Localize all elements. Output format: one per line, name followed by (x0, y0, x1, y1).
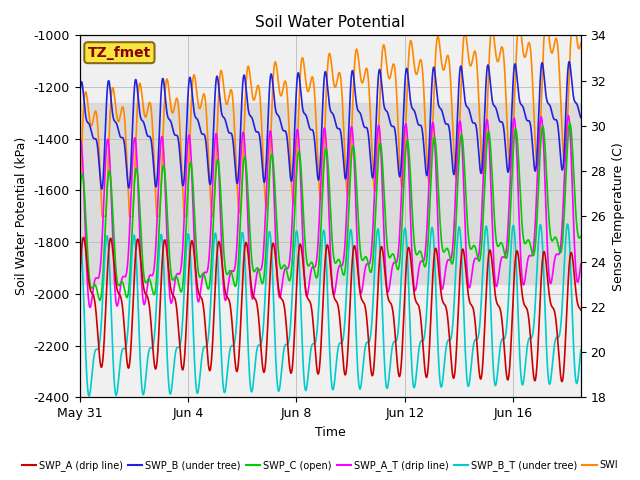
Y-axis label: Sensor Temperature (C): Sensor Temperature (C) (612, 142, 625, 291)
Bar (79, 103, 581, 284)
Text: TZ_fmet: TZ_fmet (88, 46, 151, 60)
X-axis label: Time: Time (315, 426, 346, 439)
Title: Soil Water Potential: Soil Water Potential (255, 15, 405, 30)
Legend: SWP_A (drip line), SWP_B (under tree), SWP_C (open), SWP_A_T (drip line), SWP_B_: SWP_A (drip line), SWP_B (under tree), S… (18, 456, 622, 475)
Y-axis label: Soil Water Potential (kPa): Soil Water Potential (kPa) (15, 137, 28, 296)
